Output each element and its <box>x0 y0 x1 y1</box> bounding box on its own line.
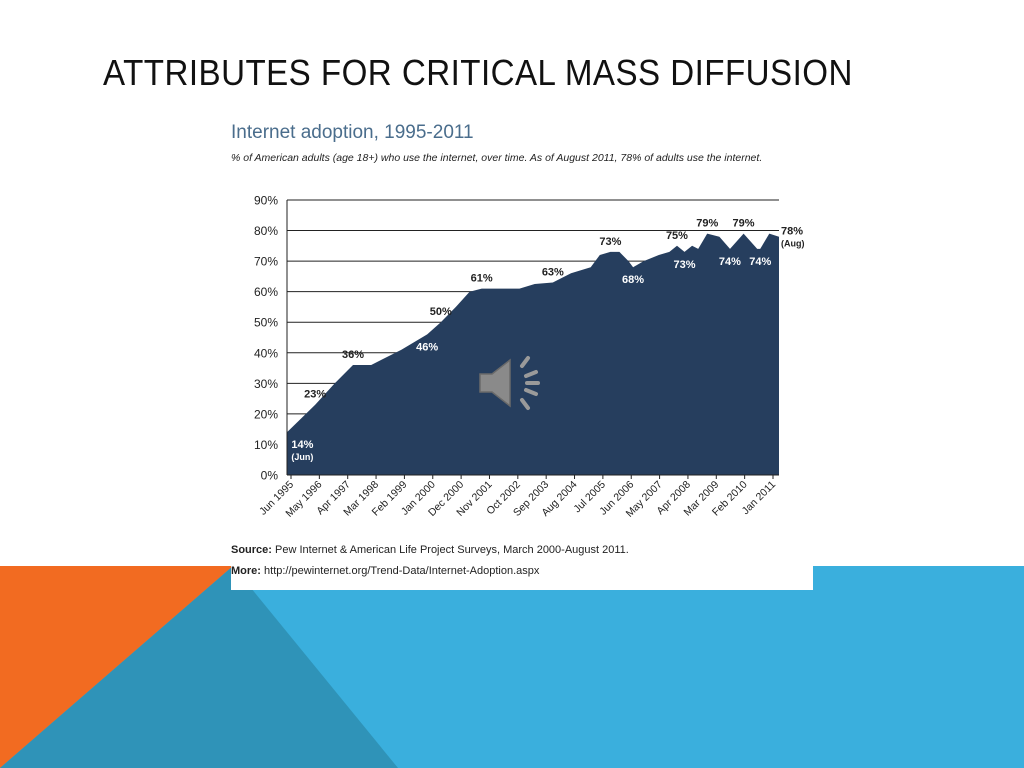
y-tick-label: 0% <box>261 469 279 483</box>
y-tick-label: 20% <box>254 407 278 421</box>
data-label: 79% <box>696 218 718 230</box>
y-tick-label: 80% <box>254 224 278 238</box>
data-label: 73% <box>674 259 696 271</box>
y-tick-label: 90% <box>254 194 278 208</box>
y-tick-label: 50% <box>254 316 278 330</box>
series-area <box>287 233 779 475</box>
source-line: Source: Pew Internet & American Life Pro… <box>231 544 629 556</box>
y-tick-label: 70% <box>254 255 278 269</box>
more-label: More: <box>231 565 261 577</box>
source-label: Source: <box>231 544 272 556</box>
more-link[interactable]: http://pewinternet.org/Trend-Data/Intern… <box>264 565 540 577</box>
speaker-icon[interactable] <box>476 352 546 414</box>
data-label: 63% <box>542 267 564 279</box>
dark-blue-triangle <box>0 566 398 768</box>
data-label: 23% <box>304 389 326 401</box>
data-label: 79% <box>733 218 755 230</box>
more-line: More: http://pewinternet.org/Trend-Data/… <box>231 565 539 577</box>
data-label: 68% <box>622 274 644 286</box>
data-label: 74% <box>719 256 741 268</box>
source-text: Pew Internet & American Life Project Sur… <box>275 544 629 556</box>
y-tick-label: 10% <box>254 438 278 452</box>
chart-title: Internet adoption, 1995-2011 <box>231 122 474 143</box>
data-label: 73% <box>599 236 621 248</box>
data-label: 61% <box>471 273 493 285</box>
data-label-sub: (Aug) <box>781 239 805 249</box>
data-label: 75% <box>666 230 688 242</box>
data-label: 74% <box>749 256 771 268</box>
y-tick-label: 60% <box>254 285 278 299</box>
chart-card: Internet adoption, 1995-2011 % of Americ… <box>231 115 813 590</box>
data-label-sub: (Jun) <box>291 452 313 462</box>
data-label: 46% <box>416 341 438 353</box>
data-label: 36% <box>342 349 364 361</box>
chart-subtitle: % of American adults (age 18+) who use t… <box>231 152 763 164</box>
data-label: 14% <box>291 439 313 451</box>
series-area-fill <box>287 233 779 475</box>
data-label: 50% <box>430 306 452 318</box>
slide-title: ATTRIBUTES FOR CRITICAL MASS DIFFUSION <box>103 52 853 93</box>
y-tick-label: 40% <box>254 346 278 360</box>
y-tick-label: 30% <box>254 377 278 391</box>
data-labels: 14%(Jun) 23% 36% 46% 50% 61% 63% 73% 68% 75% 73% 79… <box>291 218 804 463</box>
area-chart: Internet adoption, 1995-2011 % of Americ… <box>231 122 805 520</box>
data-label: 78% <box>781 226 803 238</box>
